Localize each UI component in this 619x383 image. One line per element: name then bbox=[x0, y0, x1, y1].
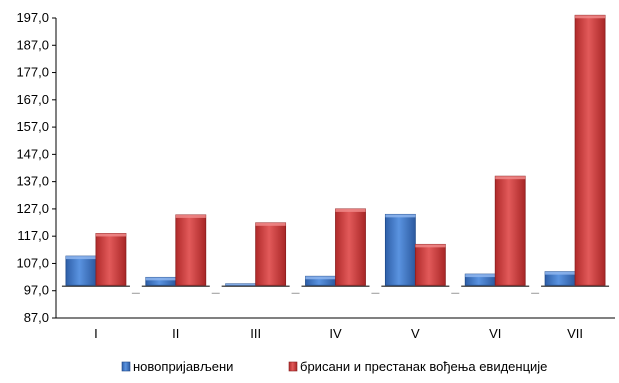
bar-top-cap bbox=[65, 256, 96, 260]
bar-top-cap bbox=[175, 214, 206, 218]
y-tick-label: 87,0 bbox=[24, 310, 49, 325]
bar bbox=[384, 213, 416, 286]
bar-top-cap bbox=[575, 15, 606, 19]
bar-body bbox=[175, 214, 207, 286]
bar-top-cap bbox=[305, 276, 336, 280]
y-tick-label: 187,0 bbox=[16, 37, 49, 52]
y-tick-label: 157,0 bbox=[16, 119, 49, 134]
bar-body bbox=[384, 213, 416, 286]
y-tick-label: 177,0 bbox=[16, 65, 49, 80]
bar-body bbox=[255, 222, 287, 286]
bar-top-cap bbox=[415, 244, 446, 248]
plot-area: 87,0 97,0 107,0 117,0 127,0 137,0 147,0 157,0 16… bbox=[16, 10, 615, 341]
x-tick-label: V bbox=[411, 326, 420, 341]
bar-body bbox=[574, 14, 606, 286]
legend-label: новопријављени bbox=[133, 359, 233, 374]
bar bbox=[544, 271, 576, 286]
y-tick-label: 117,0 bbox=[17, 228, 49, 243]
bar-top-cap bbox=[95, 233, 126, 237]
bar-body bbox=[335, 208, 366, 286]
bar-top-cap bbox=[335, 208, 366, 212]
bar-top-cap bbox=[145, 277, 176, 281]
y-tick-label: 167,0 bbox=[16, 92, 49, 107]
legend-label: брисани и престанак вођења евиденције bbox=[300, 359, 547, 374]
x-tick-label: I bbox=[94, 326, 98, 341]
bar-top-cap bbox=[255, 222, 286, 226]
legend: новопријављени брисани и престанак вођења… bbox=[121, 359, 547, 374]
bar bbox=[464, 273, 496, 286]
x-tick-label: VII bbox=[567, 326, 583, 341]
x-tick-label: II bbox=[172, 326, 179, 341]
bar bbox=[225, 283, 257, 286]
x-tick-label: VI bbox=[489, 326, 501, 341]
bar bbox=[175, 214, 207, 286]
y-tick-label: 147,0 bbox=[16, 146, 49, 161]
bar bbox=[414, 243, 446, 286]
bar bbox=[494, 175, 526, 286]
y-tick-label: 107,0 bbox=[16, 255, 49, 270]
bar-body bbox=[494, 175, 526, 286]
bar bbox=[574, 14, 606, 286]
bar bbox=[145, 276, 177, 286]
bar-body bbox=[65, 255, 97, 286]
bar-top-cap bbox=[545, 271, 576, 275]
bar-body bbox=[414, 243, 446, 286]
bar-top-cap bbox=[495, 176, 526, 180]
bar-top-cap bbox=[385, 214, 416, 218]
bar-top-cap bbox=[225, 283, 256, 286]
y-tick-label: 137,0 bbox=[16, 174, 49, 189]
y-tick-label: 97,0 bbox=[24, 283, 49, 298]
x-tick-label: III bbox=[250, 326, 261, 341]
y-tick-label: 127,0 bbox=[16, 201, 49, 216]
y-tick-label: 197,0 bbox=[16, 10, 49, 25]
bar bbox=[255, 222, 287, 286]
x-tick-label: IV bbox=[329, 326, 342, 341]
bar-body bbox=[95, 233, 127, 286]
bar bbox=[335, 208, 366, 286]
bar bbox=[65, 255, 97, 286]
bar-top-cap bbox=[465, 274, 496, 278]
bar bbox=[95, 233, 127, 286]
legend-swatch bbox=[121, 361, 131, 372]
legend-swatch bbox=[288, 361, 298, 372]
bar bbox=[305, 275, 336, 286]
